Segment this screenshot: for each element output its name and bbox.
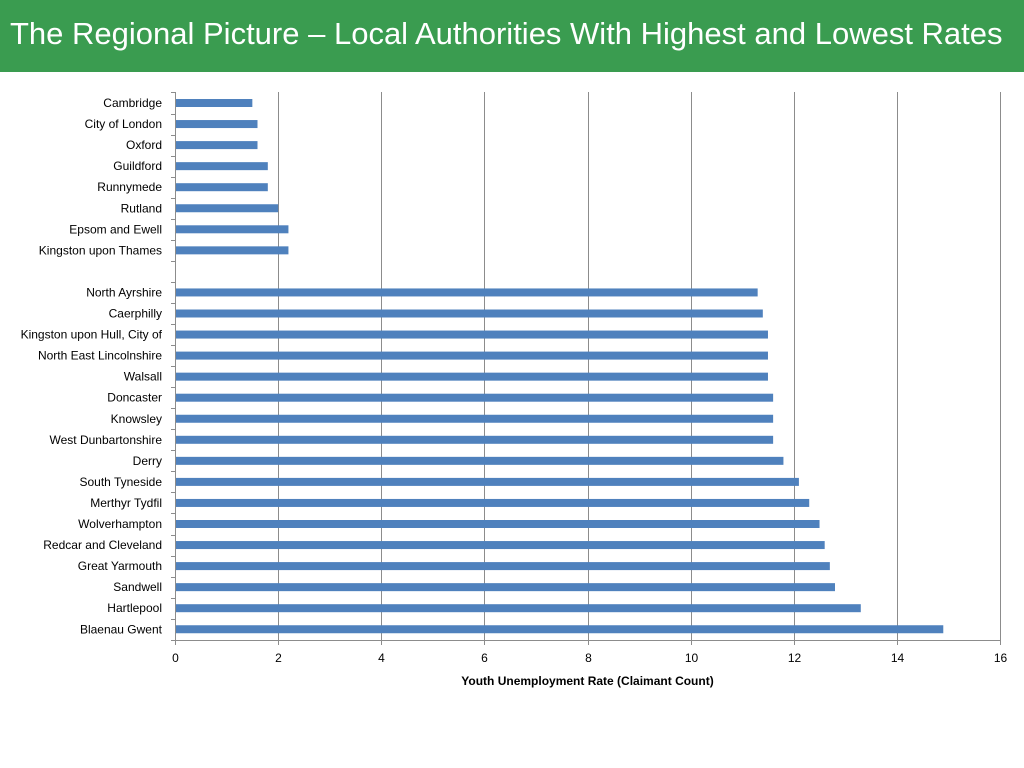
bar <box>176 225 289 234</box>
category-label: Great Yarmouth <box>78 559 162 573</box>
bar <box>176 246 289 255</box>
category-label: Wolverhampton <box>78 517 162 531</box>
category-label: Kingston upon Thames <box>39 243 162 257</box>
bar <box>176 162 268 171</box>
bar <box>176 498 810 507</box>
bar <box>176 583 835 592</box>
category-label: Rutland <box>121 201 162 215</box>
x-tick-label: 6 <box>481 651 488 665</box>
bar <box>176 99 253 107</box>
x-tick-label: 14 <box>891 651 905 665</box>
category-labels: Cambridge City of London Oxford Guildford Ru… <box>21 96 163 636</box>
category-label: Hartlepool <box>107 601 162 615</box>
bar <box>176 541 825 550</box>
category-label: Derry <box>133 454 162 468</box>
x-tick-label: 2 <box>275 651 282 665</box>
category-label: Doncaster <box>107 391 162 405</box>
bar <box>176 204 279 213</box>
bar <box>176 456 784 465</box>
category-label: North Ayrshire <box>86 285 162 299</box>
category-label: Oxford <box>126 138 162 152</box>
category-label: Epsom and Ewell <box>69 222 162 236</box>
category-label: South Tyneside <box>79 475 162 489</box>
title-bar: The Regional Picture – Local Authorities… <box>0 0 1024 72</box>
bar <box>176 604 861 613</box>
category-label: Redcar and Cleveland <box>43 538 162 552</box>
category-label: City of London <box>85 117 162 131</box>
bar <box>176 562 830 571</box>
bar <box>176 477 799 486</box>
bar <box>176 120 258 129</box>
bar <box>176 393 774 402</box>
bar <box>176 330 768 339</box>
category-label: Walsall <box>124 370 162 384</box>
category-label: Kingston upon Hull, City of <box>21 328 163 342</box>
category-label: Runnymede <box>97 180 162 194</box>
gridlines <box>278 92 1001 640</box>
bar <box>176 309 763 318</box>
category-label: Cambridge <box>103 96 162 110</box>
category-label: West Dunbartonshire <box>50 433 163 447</box>
category-label: Blaenau Gwent <box>80 622 163 636</box>
x-tick-label: 4 <box>378 651 385 665</box>
x-tick-label: 10 <box>685 651 699 665</box>
category-label: Knowsley <box>111 412 162 426</box>
x-tick-label: 16 <box>994 651 1008 665</box>
bar <box>176 414 774 423</box>
axes <box>171 92 1001 645</box>
bar <box>176 141 258 150</box>
bar <box>176 435 774 444</box>
bar <box>176 183 268 192</box>
bar <box>176 520 820 528</box>
category-label: North East Lincolnshire <box>38 349 162 363</box>
category-label: Caerphilly <box>109 307 162 321</box>
category-label: Sandwell <box>113 580 162 594</box>
category-label: Guildford <box>113 159 162 173</box>
category-label: Merthyr Tydfil <box>90 496 162 510</box>
x-axis-title: Youth Unemployment Rate (Claimant Count) <box>461 674 713 688</box>
x-tick-label: 0 <box>172 651 179 665</box>
bars <box>176 99 944 634</box>
x-tick-label: 8 <box>585 651 592 665</box>
bar <box>176 625 944 634</box>
bar <box>176 288 758 297</box>
x-tick-label: 12 <box>788 651 802 665</box>
bar <box>176 372 768 381</box>
page-title: The Regional Picture – Local Authorities… <box>10 16 1003 51</box>
bar <box>176 351 768 360</box>
x-tick-labels: 0 2 4 6 8 10 12 14 16 <box>172 651 1007 665</box>
